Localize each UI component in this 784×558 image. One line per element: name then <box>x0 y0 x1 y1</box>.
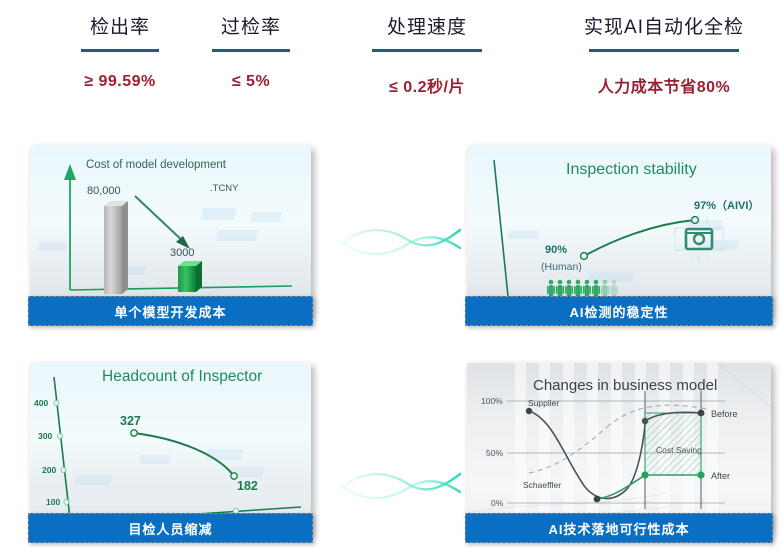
panel-inspection-stability[interactable]: Inspection stability 90% (Human) 97%（AIV… <box>465 146 773 326</box>
panel-caption-inspection-stability: AI检测的稳定性 <box>465 296 773 326</box>
y-tick-200: 200 <box>42 465 56 475</box>
kpi-title: 检出率 <box>89 17 150 38</box>
kpi-title: 处理速度 <box>386 17 467 38</box>
point-label-schaeffler: Schaeffler <box>523 480 561 490</box>
y-tick-0: 0% <box>491 498 504 508</box>
y-tick-400: 400 <box>34 398 48 408</box>
kpi-underline <box>589 49 739 52</box>
panel-ai-feasibility-cost[interactable]: Changes in business model 100% 50% 0% Su… <box>465 363 773 543</box>
region-label-cost-saving: Cost Saving <box>656 445 702 455</box>
point-sublabel-human: (Human) <box>541 261 582 273</box>
point-label-aivi: 97%（AIVI） <box>694 199 759 212</box>
kpi-ai-full-automation: 实现AI自动化全检 人力成本节省80% <box>557 16 771 97</box>
series-label-before: Before <box>711 409 738 419</box>
chart-canvas: 400 300 200 100 Headcount of Inspector 3… <box>30 368 311 533</box>
point-label-supplier: Supplier <box>528 398 559 408</box>
kpi-processing-speed: 处理速度 ≤ 0.2秒/片 <box>352 16 502 97</box>
kpi-header-strip: 检出率 ≥ 99.59% 过检率 ≤ 5% 处理速度 ≤ 0.2秒/片 实现AI… <box>0 0 784 132</box>
chart-inspection-stability: Inspection stability 90% (Human) 97%（AIV… <box>467 146 771 316</box>
bar-value-label-2021: 3000 <box>170 247 194 259</box>
chart-canvas: Changes in business model 100% 50% 0% Su… <box>467 363 771 533</box>
y-tick-300: 300 <box>38 431 52 441</box>
decorative-wave-top-icon <box>338 228 462 256</box>
point-label-327: 327 <box>120 414 141 428</box>
ai-chip-icon <box>674 215 724 262</box>
chart-changes-in-business-model: Changes in business model 100% 50% 0% Su… <box>467 363 771 533</box>
panel-model-development-cost[interactable]: Cost of model development .TCNY 80,000 3… <box>28 146 313 326</box>
kpi-underline <box>212 49 290 52</box>
y-tick-100: 100 <box>46 497 60 507</box>
point-label-human: 90% <box>545 244 567 256</box>
bar-value-label-2018: 80,000 <box>87 185 121 197</box>
human-figures-icon <box>547 279 618 297</box>
series-label-after: After <box>711 471 730 481</box>
panel-caption-inspector-headcount: 目检人员缩减 <box>28 513 313 543</box>
chart-unit-label: .TCNY <box>210 183 239 194</box>
panel-caption-ai-feasibility-cost: AI技术落地可行性成本 <box>465 513 773 543</box>
panel-inspector-headcount[interactable]: 400 300 200 100 Headcount of Inspector 3… <box>28 363 313 543</box>
point-label-182: 182 <box>237 479 258 493</box>
kpi-underline <box>81 49 159 52</box>
panel-caption-model-development-cost: 单个模型开发成本 <box>28 296 313 326</box>
chart-title: Headcount of Inspector <box>102 368 262 385</box>
kpi-value: ≤ 5% <box>231 73 271 90</box>
kpi-underline <box>372 49 482 52</box>
y-tick-100: 100% <box>481 396 503 406</box>
chart-title: Changes in business model <box>533 377 717 394</box>
kpi-title: 过检率 <box>220 17 281 38</box>
kpi-overdetection-rate: 过检率 ≤ 5% <box>195 16 307 91</box>
chart-cost-of-model-development: Cost of model development .TCNY 80,000 3… <box>30 146 311 316</box>
decorative-wave-bottom-icon <box>338 472 462 500</box>
chart-title: Inspection stability <box>566 161 697 178</box>
chart-title: Cost of model development <box>86 159 227 171</box>
chart-headcount-of-inspector: 400 300 200 100 Headcount of Inspector 3… <box>30 363 311 533</box>
chart-canvas: Inspection stability 90% (Human) 97%（AIV… <box>467 159 771 316</box>
kpi-value: 人力成本节省80% <box>597 79 731 96</box>
chart-canvas: Cost of model development .TCNY 80,000 3… <box>30 159 311 316</box>
kpi-value: ≥ 99.59% <box>84 73 156 90</box>
y-tick-50: 50% <box>486 448 503 458</box>
kpi-title: 实现AI自动化全检 <box>584 17 744 38</box>
kpi-detection-rate: 检出率 ≥ 99.59% <box>62 16 178 91</box>
kpi-value: ≤ 0.2秒/片 <box>389 79 465 96</box>
